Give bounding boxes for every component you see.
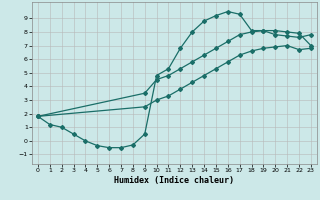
X-axis label: Humidex (Indice chaleur): Humidex (Indice chaleur) xyxy=(115,176,234,185)
